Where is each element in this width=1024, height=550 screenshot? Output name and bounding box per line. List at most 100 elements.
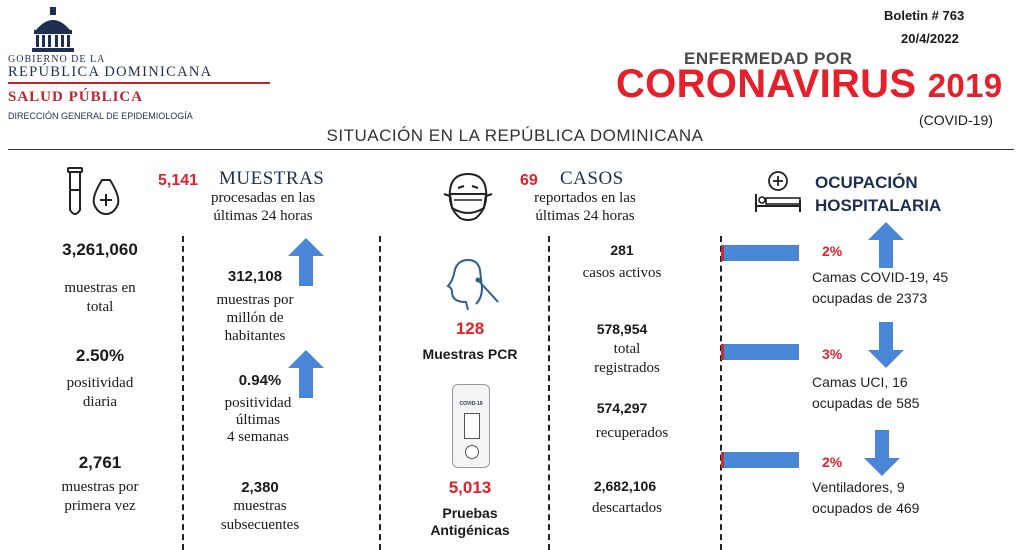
positivity-4w-line1: positividad bbox=[224, 395, 292, 411]
icu-label: Camas UCI, 16 ocupadas de 585 bbox=[812, 372, 919, 414]
icu-bar bbox=[721, 344, 799, 360]
hospital-bed-icon bbox=[752, 170, 804, 219]
masked-face-icon bbox=[440, 168, 496, 229]
icu-line1: Camas UCI, 16 bbox=[812, 374, 908, 390]
test-tube-icon bbox=[64, 166, 124, 225]
casos-subtitle-line1: reportados en las bbox=[534, 190, 636, 206]
kit-window-icon bbox=[464, 413, 480, 439]
subsequent-line2: subsecuentes bbox=[220, 517, 300, 533]
first-time-label: muestras por primera vez bbox=[30, 478, 170, 516]
arrow-up-icon bbox=[868, 222, 904, 273]
kit-label: COVID-19 bbox=[459, 401, 483, 407]
ventilators-label: Ventiladores, 9 ocupados de 469 bbox=[812, 477, 919, 519]
casos-count: 69 bbox=[520, 172, 538, 189]
title-big: CORONAVIRUS bbox=[616, 62, 917, 106]
daily-positivity-label: positividad diaria bbox=[30, 374, 170, 412]
first-time-line2: primera vez bbox=[64, 498, 136, 514]
recovered-label: recuperados bbox=[595, 425, 669, 441]
muestras-count: 5,141 bbox=[158, 172, 199, 189]
header-divider bbox=[8, 82, 270, 84]
title-sub: (COVID-19) bbox=[919, 112, 993, 128]
active-cases-label: casos activos bbox=[582, 265, 662, 281]
muestras-subtitle-line1: procesadas en las bbox=[210, 190, 316, 206]
daily-positivity-line2: diaria bbox=[82, 394, 118, 410]
per-million-label: muestras por millón de habitantes bbox=[190, 291, 320, 345]
antigen-line2: Antigénicas bbox=[430, 522, 510, 538]
total-samples-label: muestras en total bbox=[30, 279, 170, 317]
antigen-line1: Pruebas bbox=[442, 505, 498, 521]
kit-well-icon bbox=[465, 445, 479, 459]
total-cases-line2: registrados bbox=[594, 360, 660, 376]
positivity-4w-line2: últimas bbox=[235, 412, 281, 428]
ventilators-bar bbox=[721, 452, 799, 468]
pcr-value: 128 bbox=[455, 319, 485, 338]
title-small: ENFERMEDAD POR bbox=[684, 49, 853, 68]
ventilators-line2: ocupados de 469 bbox=[812, 500, 920, 516]
arrow-up-icon bbox=[288, 350, 324, 403]
daily-positivity-line1: positividad bbox=[66, 375, 134, 391]
ventilators-pct: 2% bbox=[822, 454, 843, 470]
first-time-line1: muestras por bbox=[61, 479, 139, 495]
antigen-value: 5,013 bbox=[448, 478, 492, 497]
situation-heading: SITUACIÓN EN LA REPÚBLICA DOMINICANA bbox=[326, 126, 704, 145]
beds-line1: Camas COVID-19, 45 bbox=[812, 269, 949, 285]
direction-name: DIRECCIÓN GENERAL DE EPIDEMIOLOGÍA bbox=[8, 111, 193, 121]
total-samples-line2: total bbox=[86, 299, 114, 315]
total-cases-line1: total bbox=[613, 341, 641, 357]
per-million-value: 312,108 bbox=[227, 268, 283, 285]
muestras-subtitle-line2: últimas 24 horas bbox=[213, 208, 313, 224]
total-cases-value: 578,954 bbox=[596, 321, 648, 337]
hospital-title-line1: OCUPACIÓN bbox=[815, 173, 918, 192]
per-million-line3: habitantes bbox=[224, 328, 286, 344]
hospital-title: OCUPACIÓN HOSPITALARIA bbox=[815, 171, 941, 217]
beds-pct: 2% bbox=[822, 243, 843, 259]
recovered-value: 574,297 bbox=[596, 400, 648, 416]
total-cases-label: total registrados bbox=[562, 340, 692, 378]
gov-line2: REPÚBLICA DOMINICANA bbox=[8, 64, 213, 80]
daily-positivity-value: 2.50% bbox=[75, 346, 125, 365]
icu-line2: ocupadas de 585 bbox=[812, 395, 920, 411]
active-cases-value: 281 bbox=[610, 242, 634, 258]
per-million-line2: millón de bbox=[226, 310, 284, 326]
title-year: 2019 bbox=[927, 67, 1003, 104]
total-samples-line1: muestras en bbox=[64, 280, 136, 296]
antigen-test-icon: COVID-19 bbox=[452, 384, 490, 468]
page-title: CORONAVIRUS 2019 bbox=[616, 62, 1002, 107]
arrow-down-icon bbox=[864, 430, 900, 481]
gov-logo-icon bbox=[32, 7, 74, 52]
arrow-down-icon bbox=[868, 322, 904, 373]
ministry-name: SALUD PÚBLICA bbox=[8, 89, 144, 105]
arrow-up-icon bbox=[288, 238, 324, 291]
beds-bar bbox=[721, 245, 799, 261]
casos-subtitle-line2: últimas 24 horas bbox=[535, 208, 635, 224]
subsequent-line1: muestras bbox=[233, 498, 287, 514]
subsequent-label: muestras subsecuentes bbox=[195, 497, 325, 535]
positivity-4w-line3: 4 semanas bbox=[226, 429, 290, 445]
antigen-label: Pruebas Antigénicas bbox=[405, 505, 535, 539]
subsequent-value: 2,380 bbox=[241, 479, 279, 496]
beds-line2: ocupadas de 2373 bbox=[812, 290, 928, 306]
casos-subtitle: reportados en las últimas 24 horas bbox=[505, 189, 665, 225]
icu-pct: 3% bbox=[822, 346, 843, 362]
column-divider-4 bbox=[720, 236, 722, 550]
beds-label: Camas COVID-19, 45 ocupadas de 2373 bbox=[812, 267, 948, 309]
total-samples-value: 3,261,060 bbox=[62, 240, 138, 259]
discarded-value: 2,682,106 bbox=[593, 478, 657, 494]
bulletin-date: 20/4/2022 bbox=[901, 31, 959, 46]
muestras-subtitle: procesadas en las últimas 24 horas bbox=[178, 189, 348, 225]
muestras-title: MUESTRAS bbox=[219, 168, 325, 189]
first-time-value: 2,761 bbox=[78, 453, 122, 472]
ventilators-line1: Ventiladores, 9 bbox=[812, 479, 905, 495]
bulletin-number: Boletin # 763 bbox=[884, 8, 965, 23]
positivity-4w-label: positividad últimas 4 semanas bbox=[193, 395, 323, 446]
gov-line1: GOBIERNO DE LA bbox=[8, 54, 106, 65]
hospital-title-line2: HOSPITALARIA bbox=[815, 196, 942, 215]
per-million-line1: muestras por bbox=[216, 292, 294, 308]
nasal-swab-icon bbox=[438, 252, 508, 317]
column-divider-1 bbox=[182, 236, 184, 550]
situation-underline bbox=[8, 149, 1014, 150]
pcr-label: Muestras PCR bbox=[422, 346, 518, 362]
casos-title: CASOS bbox=[560, 168, 624, 189]
column-divider-2 bbox=[379, 236, 381, 550]
discarded-label: descartados bbox=[592, 500, 662, 516]
